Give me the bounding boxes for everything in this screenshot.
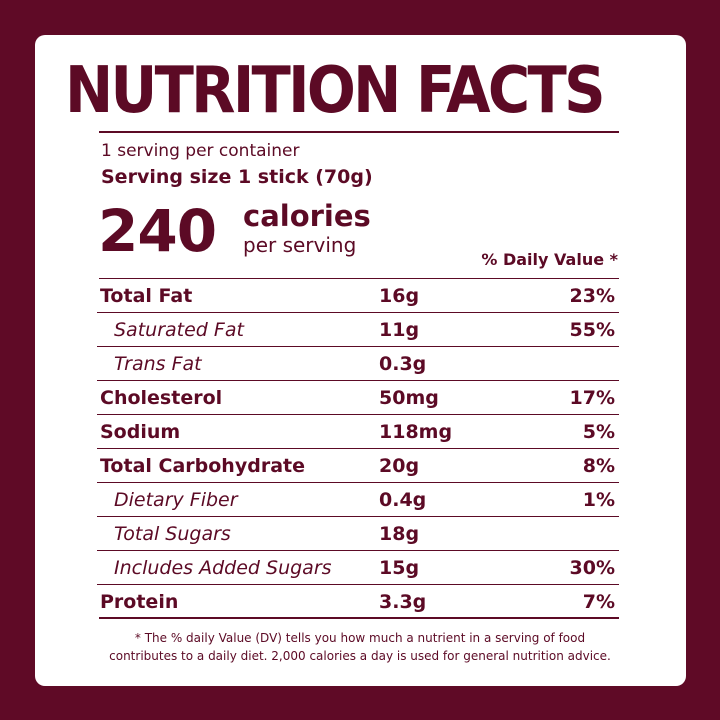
table-row: Dietary Fiber 0.4g 1% — [97, 483, 619, 517]
nutrient-amount: 0.3g — [379, 353, 427, 375]
nutrient-daily-value: 5% — [582, 421, 615, 443]
calories-value: 240 — [98, 197, 217, 265]
serving-size: Serving size 1 stick (70g) — [101, 166, 373, 188]
nutrient-amount: 3.3g — [379, 591, 427, 613]
table-row: Includes Added Sugars 15g 30% — [97, 551, 619, 585]
calories-word: calories — [243, 199, 371, 233]
table-row: Saturated Fat 11g 55% — [97, 313, 619, 347]
table-bottom-divider — [99, 617, 619, 619]
daily-value-header: % Daily Value * — [481, 250, 618, 269]
nutrient-amount: 20g — [379, 455, 420, 477]
nutrient-daily-value: 1% — [582, 489, 615, 511]
nutrient-name: Cholesterol — [100, 387, 223, 409]
nutrient-name: Includes Added Sugars — [114, 557, 332, 579]
table-row: Sodium 118mg 5% — [97, 415, 619, 449]
title-divider — [99, 131, 619, 133]
nutrient-amount: 16g — [379, 285, 420, 307]
table-row: Protein 3.3g 7% — [97, 585, 619, 619]
table-top-divider — [99, 278, 619, 279]
table-row: Trans Fat 0.3g — [97, 347, 619, 381]
nutrient-name: Total Carbohydrate — [100, 455, 305, 477]
nutrient-daily-value: 7% — [582, 591, 615, 613]
nutrient-daily-value: 17% — [569, 387, 615, 409]
table-row: Total Carbohydrate 20g 8% — [97, 449, 619, 483]
nutrient-name: Protein — [100, 591, 179, 613]
nutrient-name: Total Sugars — [114, 523, 231, 545]
nutrient-name: Sodium — [100, 421, 181, 443]
table-row: Cholesterol 50mg 17% — [97, 381, 619, 415]
nutrient-amount: 18g — [379, 523, 420, 545]
nutrient-name: Trans Fat — [114, 353, 202, 375]
nutrient-amount: 50mg — [379, 387, 439, 409]
table-row: Total Sugars 18g — [97, 517, 619, 551]
nutrient-table: Total Fat 16g 23% Saturated Fat 11g 55% … — [97, 279, 619, 619]
nutrient-amount: 11g — [379, 319, 420, 341]
nutrient-daily-value: 8% — [582, 455, 615, 477]
nutrient-name: Dietary Fiber — [114, 489, 238, 511]
nutrient-daily-value: 55% — [569, 319, 615, 341]
nutrient-amount: 118mg — [379, 421, 453, 443]
nutrient-amount: 15g — [379, 557, 420, 579]
nutrient-daily-value: 30% — [569, 557, 615, 579]
table-row: Total Fat 16g 23% — [97, 279, 619, 313]
daily-value-footnote: * The % daily Value (DV) tells you how m… — [60, 629, 660, 665]
calories-per-serving: per serving — [243, 233, 357, 257]
nutrient-amount: 0.4g — [379, 489, 427, 511]
nutrition-label-card — [35, 35, 686, 686]
footnote-line: * The % daily Value (DV) tells you how m… — [134, 631, 586, 645]
footnote-line: contributes to a daily diet. 2,000 calor… — [109, 649, 611, 663]
label-title: NUTRITION FACTS — [65, 54, 606, 128]
servings-per-container: 1 serving per container — [101, 141, 300, 161]
nutrient-daily-value: 23% — [569, 285, 615, 307]
nutrient-name: Saturated Fat — [114, 319, 244, 341]
nutrient-name: Total Fat — [100, 285, 193, 307]
